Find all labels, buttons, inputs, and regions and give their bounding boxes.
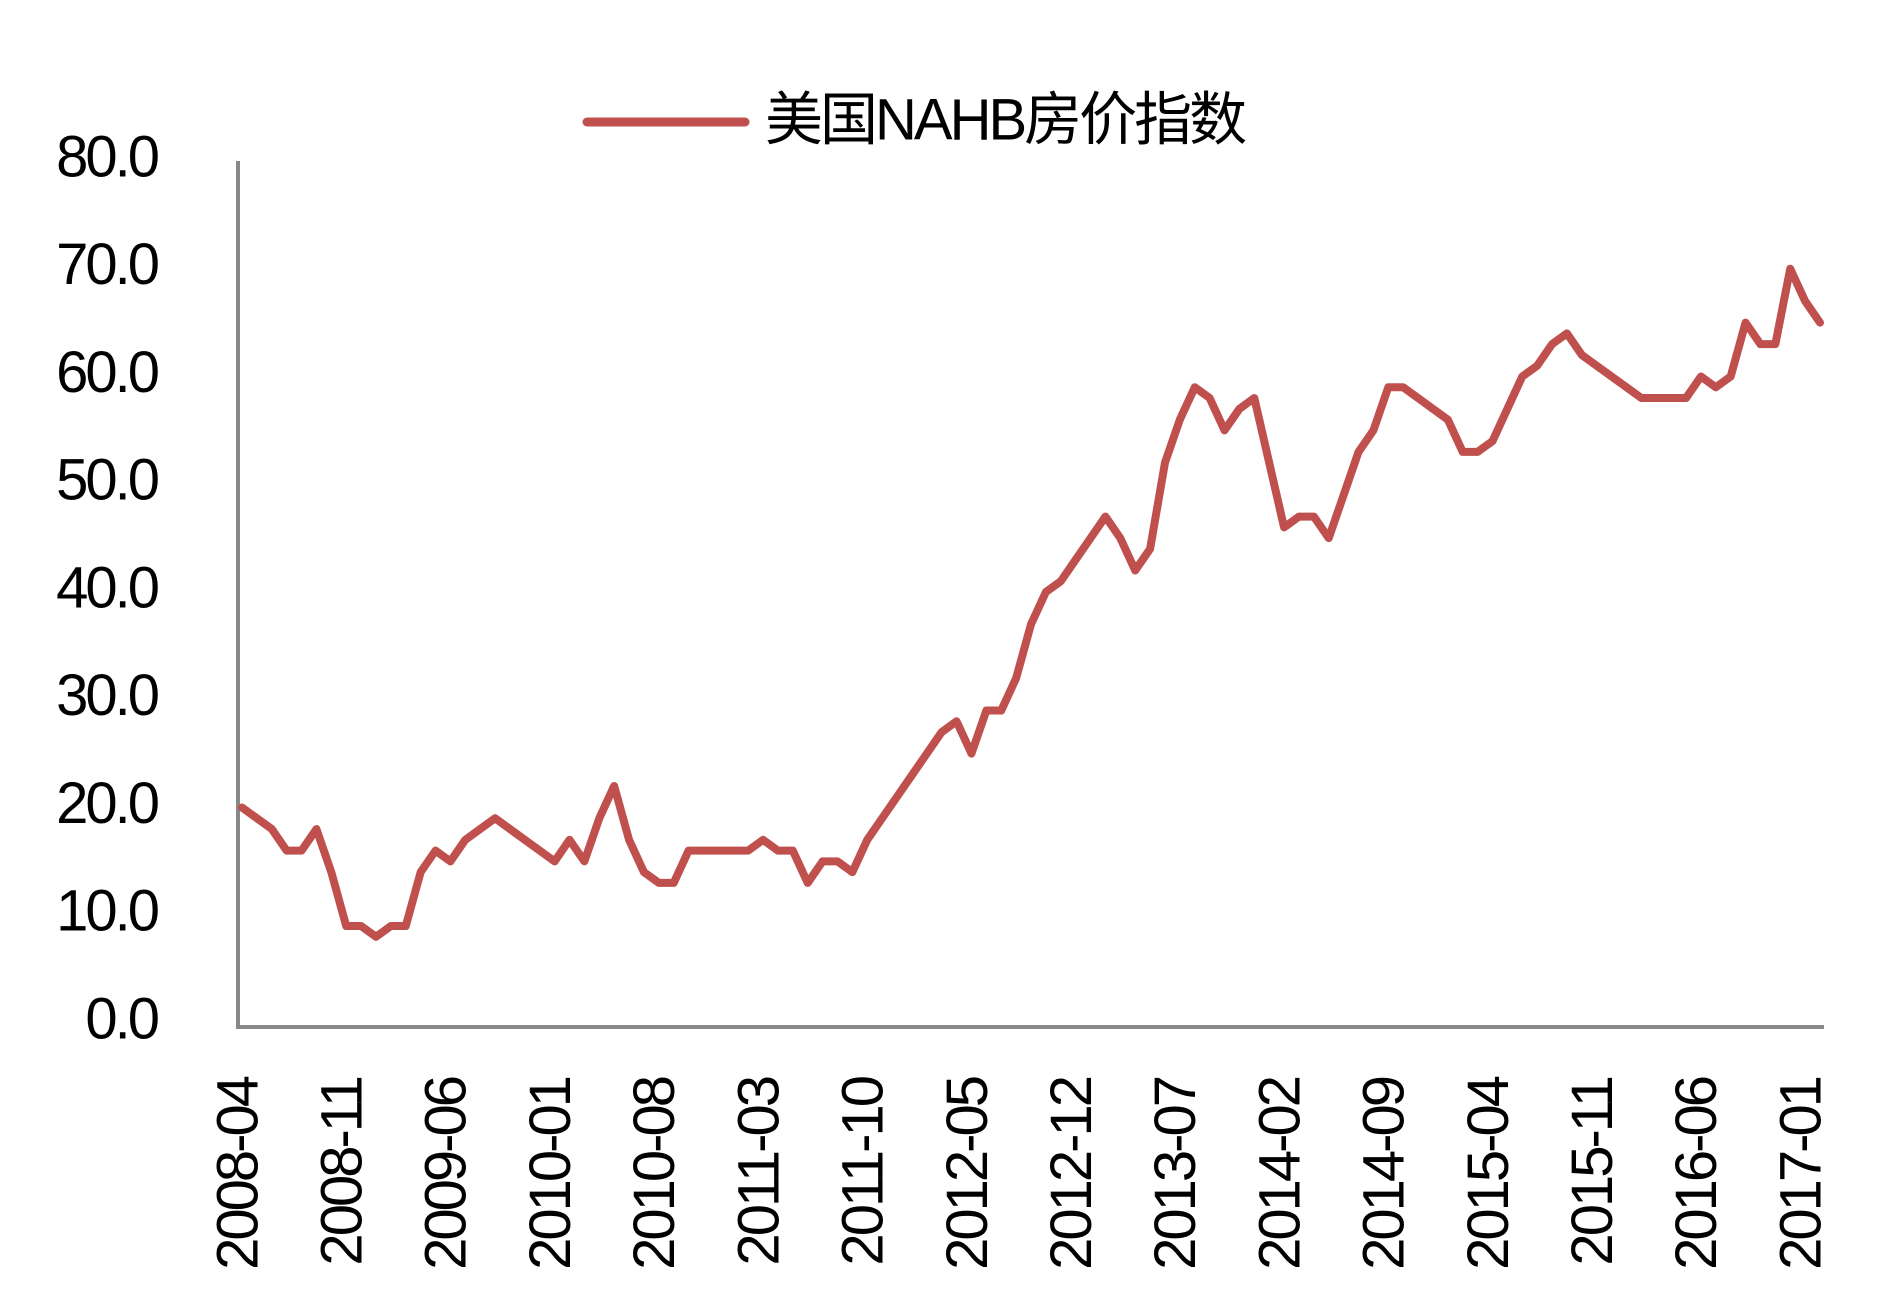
x-tick-label: 2017-01 [1768,1077,1833,1270]
y-tick-label: 80.0 [56,124,158,189]
x-tick-label: 2010-08 [622,1077,687,1270]
legend-label: 美国NAHB房价指数 [765,87,1246,152]
y-tick-label: 50.0 [56,448,158,513]
x-tick-label: 2008-04 [205,1076,270,1270]
x-tick-label: 2009-06 [414,1077,479,1270]
x-tick-label: 2008-11 [310,1077,375,1265]
x-tick-label: 2011-03 [726,1077,791,1265]
x-tick-label: 2012-12 [1039,1077,1104,1270]
data-line [238,264,1824,941]
x-tick-label: 2015-04 [1456,1076,1521,1270]
y-tick-label: 20.0 [56,771,158,836]
x-tick-label: 2014-02 [1247,1077,1312,1270]
x-tick-label: 2016-06 [1664,1077,1729,1270]
x-tick-label: 2011-10 [831,1077,896,1265]
x-tick-label: 2013-07 [1143,1077,1208,1270]
x-tick-label: 2012-05 [935,1077,1000,1270]
y-tick-label: 0.0 [85,986,157,1051]
y-tick-label: 30.0 [56,663,158,728]
x-tick-label: 2014-09 [1352,1077,1417,1270]
x-tick-label: 2015-11 [1560,1077,1625,1265]
y-tick-label: 40.0 [56,555,158,620]
x-tick-label: 2010-01 [518,1077,583,1270]
y-tick-label: 10.0 [56,879,158,944]
y-tick-label: 70.0 [56,232,158,297]
y-tick-label: 60.0 [56,340,158,405]
